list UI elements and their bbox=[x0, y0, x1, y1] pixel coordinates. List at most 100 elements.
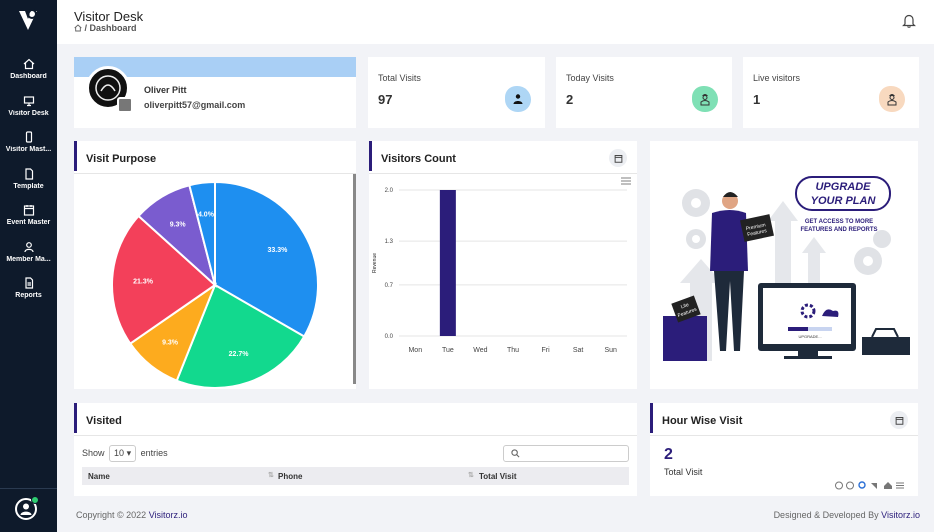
profile-email: oliverpitt57@gmail.com bbox=[144, 100, 246, 110]
worker-icon bbox=[700, 94, 710, 106]
x-tick-label: Fri bbox=[541, 347, 550, 354]
hour-wise-visit-card: Hour Wise Visit 2 Total Visit bbox=[650, 403, 918, 496]
sidebar-item-member-master[interactable]: Member Ma... bbox=[0, 241, 57, 263]
x-tick-label: Sun bbox=[604, 347, 617, 354]
copyright-brand-link[interactable]: Visitorz.io bbox=[148, 510, 188, 520]
card-accent bbox=[369, 141, 372, 171]
sidebar-item-reports[interactable]: Reports bbox=[0, 277, 57, 299]
scrollbar[interactable] bbox=[353, 174, 356, 384]
y-axis-label: Revenue bbox=[372, 253, 378, 273]
sidebar-item-template[interactable]: Template bbox=[0, 168, 57, 190]
sidebar-item-visitor-master[interactable]: Visitor Mast... bbox=[0, 131, 57, 153]
x-tick-label: Tue bbox=[442, 347, 454, 354]
calendar-icon bbox=[23, 205, 34, 216]
worker-icon bbox=[887, 94, 897, 106]
divider bbox=[650, 435, 918, 436]
stat-value: 97 bbox=[378, 92, 393, 107]
calendar-button[interactable] bbox=[890, 411, 908, 429]
phone-icon bbox=[25, 131, 32, 143]
entries-select[interactable]: 10 ▾ bbox=[109, 445, 137, 462]
logo-icon bbox=[95, 75, 121, 101]
sidebar-item-visitor-desk[interactable]: Visitor Desk bbox=[0, 95, 57, 117]
home-icon[interactable] bbox=[884, 482, 892, 489]
x-tick-label: Thu bbox=[507, 347, 519, 354]
column-header-total-visit[interactable]: Total Visit bbox=[479, 472, 517, 481]
zoom-out-icon[interactable] bbox=[846, 481, 854, 490]
user-icon bbox=[513, 94, 523, 104]
sort-icon[interactable]: ⇅ bbox=[268, 472, 274, 479]
lite-tag-1: Lite bbox=[680, 302, 690, 310]
x-tick-label: Mon bbox=[408, 347, 422, 354]
column-header-phone[interactable]: Phone bbox=[278, 472, 303, 481]
menu-icon[interactable] bbox=[896, 482, 904, 489]
footer-credits: Designed & Developed By Visitorz.io bbox=[774, 510, 920, 520]
report-icon bbox=[24, 277, 33, 289]
calendar-button[interactable] bbox=[609, 149, 627, 167]
sidebar-item-dashboard[interactable]: Dashboard bbox=[0, 58, 57, 80]
entries-select-value: 10 bbox=[114, 448, 125, 458]
sidebar-item-label: Visitor Mast... bbox=[5, 146, 52, 153]
stat-icon-blob bbox=[505, 86, 531, 112]
table-search-input[interactable] bbox=[503, 445, 629, 462]
card-accent bbox=[650, 403, 653, 433]
copyright-text: Copyright © 2022 bbox=[76, 510, 149, 520]
bell-icon[interactable] bbox=[902, 13, 916, 28]
calendar-icon bbox=[895, 416, 903, 425]
bar[interactable] bbox=[439, 190, 456, 336]
pie-slice-label: 22.7% bbox=[229, 351, 250, 358]
upgrade-plan-banner[interactable]: UPGRADE YOUR PLAN GET ACCESS TO MORE FEA… bbox=[650, 141, 918, 389]
sidebar-item-label: Reports bbox=[15, 292, 42, 299]
sidebar-item-label: Visitor Desk bbox=[8, 110, 49, 117]
hour-wise-total-label: Total Visit bbox=[664, 467, 703, 477]
pie-slice[interactable] bbox=[188, 180, 216, 286]
profile-avatar[interactable] bbox=[86, 66, 133, 113]
card-title: Visited bbox=[86, 415, 122, 427]
magnifier-icon[interactable] bbox=[858, 481, 866, 489]
visitors-count-bar-chart: 0.0 0.7 1.3 2.0 Revenue Mon Tue Wed Thu Fri Sat Sun bbox=[372, 188, 627, 354]
show-label: Show bbox=[82, 448, 105, 458]
user-icon bbox=[20, 503, 32, 515]
pie-slice[interactable] bbox=[111, 214, 217, 346]
sidebar-item-event-master[interactable]: Event Master bbox=[0, 204, 57, 226]
promo-sub-1: GET ACCESS TO MORE bbox=[805, 219, 873, 225]
search-icon bbox=[511, 449, 520, 458]
stat-card-live-visitors: Live visitors 1 bbox=[743, 57, 919, 128]
y-tick-label: 0.7 bbox=[385, 283, 394, 289]
designed-brand-link[interactable]: Visitorz.io bbox=[881, 510, 920, 520]
divider bbox=[74, 173, 356, 174]
footer-copyright: Copyright © 2022 Visitorz.io bbox=[76, 510, 188, 520]
monitor-icon bbox=[23, 96, 34, 107]
card-title: Visit Purpose bbox=[86, 153, 157, 165]
x-tick-label: Sat bbox=[573, 347, 584, 354]
pie-slice[interactable] bbox=[214, 180, 319, 338]
page-title: Visitor Desk bbox=[74, 9, 144, 24]
user-avatar[interactable] bbox=[15, 496, 39, 520]
home-icon[interactable] bbox=[74, 24, 82, 32]
pan-icon[interactable] bbox=[871, 483, 877, 489]
promo-headline-2: YOUR PLAN bbox=[811, 195, 877, 207]
entries-label: entries bbox=[140, 448, 168, 458]
footer: Copyright © 2022 Visitorz.io Designed & … bbox=[57, 496, 934, 532]
app-logo[interactable] bbox=[16, 8, 40, 32]
table-length-control: Show 10 ▾ entries bbox=[82, 445, 168, 462]
upgrade-progress-text: UPGRADE... bbox=[798, 334, 821, 339]
sidebar-item-label: Dashboard bbox=[10, 73, 47, 80]
pie-slice-label: 9.3% bbox=[162, 339, 179, 346]
hour-wise-total-value: 2 bbox=[664, 446, 673, 463]
premium-tag-1: Premium bbox=[745, 222, 766, 232]
sidebar-item-label: Member Ma... bbox=[6, 256, 51, 263]
card-accent bbox=[74, 141, 77, 171]
pie-slice[interactable] bbox=[175, 283, 306, 388]
zoom-in-icon[interactable] bbox=[835, 481, 843, 490]
sort-icon[interactable]: ⇅ bbox=[468, 472, 474, 479]
stat-card-today-visits: Today Visits 2 bbox=[556, 57, 732, 128]
x-tick-label: Wed bbox=[473, 347, 487, 354]
visit-purpose-card: Visit Purpose 33.3% 22.7% 9.3% 21.3% 9.3% 4.0… bbox=[74, 141, 356, 389]
stat-value: 2 bbox=[566, 92, 574, 107]
sidebar: Dashboard Visitor Desk Visitor Mast... T… bbox=[0, 0, 57, 532]
premium-tag-2: Features bbox=[747, 228, 768, 238]
chart-menu-icon[interactable] bbox=[621, 177, 631, 185]
column-header-name[interactable]: Name bbox=[88, 472, 110, 481]
qr-code-icon[interactable] bbox=[117, 97, 133, 113]
sidebar-item-label: Event Master bbox=[6, 219, 51, 226]
